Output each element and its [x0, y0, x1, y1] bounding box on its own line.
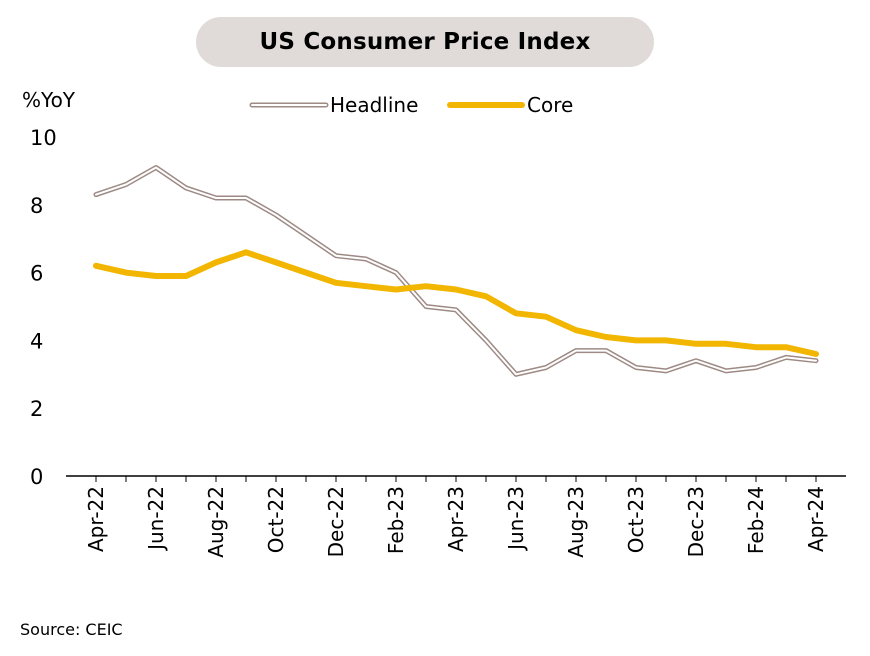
- x-tick-label: Aug-22: [204, 486, 228, 558]
- series-lines: [93, 165, 819, 377]
- x-tick-label: Apr-22: [84, 486, 108, 552]
- y-tick-label: 8: [30, 194, 43, 218]
- chart-title: US Consumer Price Index: [259, 29, 591, 55]
- y-axis-ticks: 0 2 4 6 8 10: [30, 126, 57, 489]
- y-tick-label: 0: [30, 465, 43, 489]
- legend-label: Headline: [330, 93, 418, 117]
- x-tick-label: Feb-24: [744, 486, 768, 554]
- y-tick-label: 6: [30, 262, 43, 286]
- x-tick-label: Dec-23: [684, 486, 708, 557]
- chart-title-pill: US Consumer Price Index: [196, 17, 654, 67]
- legend-label: Core: [527, 93, 573, 117]
- x-tick-label: Jun-22: [144, 486, 168, 552]
- x-tick-label: Jun-23: [504, 486, 528, 552]
- y-tick-label: 10: [30, 126, 57, 150]
- x-tick-label: Oct-23: [624, 486, 648, 553]
- x-axis-ticks: Apr-22 Jun-22 Aug-22 Oct-22 Dec-22 Feb-23 Apr-…: [84, 476, 828, 558]
- x-tick-label: Apr-24: [804, 486, 828, 552]
- x-tick-label: Oct-22: [264, 486, 288, 553]
- legend: Headline Core: [249, 93, 573, 117]
- source-note: Source: CEIC: [20, 620, 123, 639]
- series-line-core: [93, 249, 819, 357]
- x-tick-label: Apr-23: [444, 486, 468, 552]
- y-tick-label: 4: [30, 329, 43, 353]
- x-tick-label: Dec-22: [324, 486, 348, 557]
- x-tick-label: Feb-23: [384, 486, 408, 554]
- x-tick-label: Aug-23: [564, 486, 588, 558]
- y-axis-unit-label: %YoY: [22, 88, 76, 112]
- y-tick-label: 2: [30, 397, 43, 421]
- series-line-headline-inner: [95, 166, 817, 376]
